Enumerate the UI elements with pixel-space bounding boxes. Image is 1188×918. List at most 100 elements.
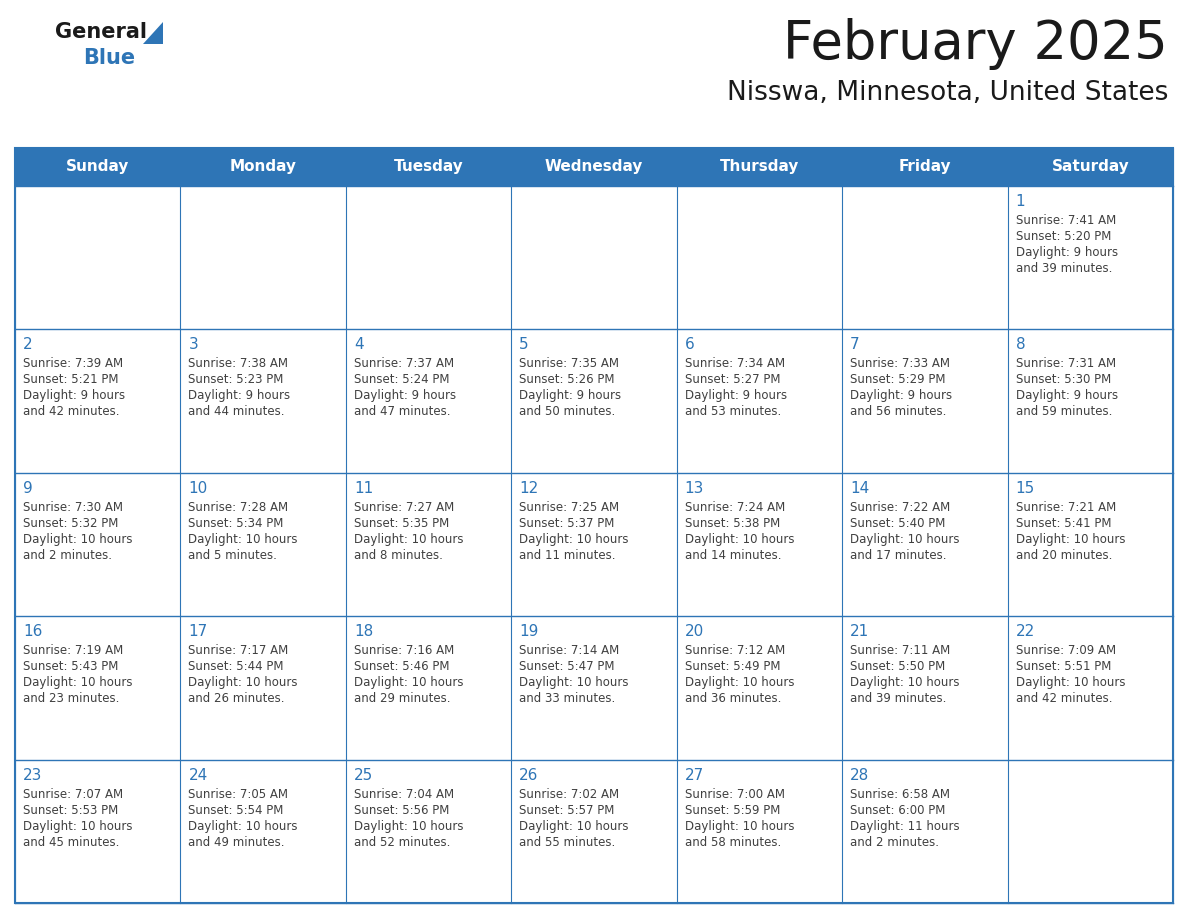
Text: Daylight: 10 hours: Daylight: 10 hours (684, 820, 795, 833)
Text: Sunset: 5:29 PM: Sunset: 5:29 PM (851, 374, 946, 386)
Text: Daylight: 10 hours: Daylight: 10 hours (354, 532, 463, 546)
Text: and 42 minutes.: and 42 minutes. (1016, 692, 1112, 705)
Text: Daylight: 10 hours: Daylight: 10 hours (1016, 532, 1125, 546)
Text: Daylight: 10 hours: Daylight: 10 hours (23, 532, 133, 546)
Text: Sunrise: 7:38 AM: Sunrise: 7:38 AM (189, 357, 289, 370)
Text: Daylight: 10 hours: Daylight: 10 hours (354, 820, 463, 833)
Text: and 8 minutes.: and 8 minutes. (354, 549, 443, 562)
Text: 25: 25 (354, 767, 373, 783)
Text: 19: 19 (519, 624, 538, 639)
Text: Sunset: 5:27 PM: Sunset: 5:27 PM (684, 374, 781, 386)
Text: Sunrise: 7:25 AM: Sunrise: 7:25 AM (519, 501, 619, 514)
Text: Sunset: 5:51 PM: Sunset: 5:51 PM (1016, 660, 1111, 673)
Text: and 44 minutes.: and 44 minutes. (189, 406, 285, 419)
Text: February 2025: February 2025 (783, 18, 1168, 70)
Text: and 17 minutes.: and 17 minutes. (851, 549, 947, 562)
Text: Sunset: 5:44 PM: Sunset: 5:44 PM (189, 660, 284, 673)
Bar (15, 759, 1173, 903)
Text: Sunset: 5:32 PM: Sunset: 5:32 PM (23, 517, 119, 530)
Text: Sunrise: 7:24 AM: Sunrise: 7:24 AM (684, 501, 785, 514)
Text: Sunset: 5:43 PM: Sunset: 5:43 PM (23, 660, 119, 673)
Text: Blue: Blue (83, 48, 135, 68)
Text: 11: 11 (354, 481, 373, 496)
Text: Sunday: Sunday (67, 160, 129, 174)
Text: Daylight: 10 hours: Daylight: 10 hours (519, 820, 628, 833)
Text: and 2 minutes.: and 2 minutes. (23, 549, 112, 562)
Text: Sunrise: 7:04 AM: Sunrise: 7:04 AM (354, 788, 454, 800)
Text: Daylight: 9 hours: Daylight: 9 hours (519, 389, 621, 402)
Text: Sunrise: 7:33 AM: Sunrise: 7:33 AM (851, 357, 950, 370)
Text: Thursday: Thursday (720, 160, 800, 174)
Text: Sunrise: 7:16 AM: Sunrise: 7:16 AM (354, 644, 454, 657)
Text: Sunset: 5:21 PM: Sunset: 5:21 PM (23, 374, 119, 386)
Text: Sunset: 5:26 PM: Sunset: 5:26 PM (519, 374, 614, 386)
Text: Sunrise: 7:28 AM: Sunrise: 7:28 AM (189, 501, 289, 514)
Text: Sunrise: 7:30 AM: Sunrise: 7:30 AM (23, 501, 124, 514)
Text: and 5 minutes.: and 5 minutes. (189, 549, 277, 562)
Text: 22: 22 (1016, 624, 1035, 639)
Text: Sunset: 5:57 PM: Sunset: 5:57 PM (519, 803, 614, 817)
Text: 7: 7 (851, 338, 860, 353)
Text: 8: 8 (1016, 338, 1025, 353)
Text: and 52 minutes.: and 52 minutes. (354, 835, 450, 848)
Text: 28: 28 (851, 767, 870, 783)
Text: and 59 minutes.: and 59 minutes. (1016, 406, 1112, 419)
Text: Sunset: 5:46 PM: Sunset: 5:46 PM (354, 660, 449, 673)
Text: Daylight: 10 hours: Daylight: 10 hours (684, 532, 795, 546)
Text: and 56 minutes.: and 56 minutes. (851, 406, 947, 419)
Text: 5: 5 (519, 338, 529, 353)
Text: Sunrise: 7:31 AM: Sunrise: 7:31 AM (1016, 357, 1116, 370)
Text: Daylight: 10 hours: Daylight: 10 hours (851, 677, 960, 689)
Text: Sunrise: 7:34 AM: Sunrise: 7:34 AM (684, 357, 785, 370)
Text: and 23 minutes.: and 23 minutes. (23, 692, 119, 705)
Text: 14: 14 (851, 481, 870, 496)
Text: Sunrise: 6:58 AM: Sunrise: 6:58 AM (851, 788, 950, 800)
Text: and 53 minutes.: and 53 minutes. (684, 406, 781, 419)
Text: 15: 15 (1016, 481, 1035, 496)
Text: Daylight: 10 hours: Daylight: 10 hours (23, 820, 133, 833)
Text: Sunrise: 7:11 AM: Sunrise: 7:11 AM (851, 644, 950, 657)
Text: and 47 minutes.: and 47 minutes. (354, 406, 450, 419)
Text: Sunset: 5:50 PM: Sunset: 5:50 PM (851, 660, 946, 673)
Text: and 26 minutes.: and 26 minutes. (189, 692, 285, 705)
Text: Sunrise: 7:05 AM: Sunrise: 7:05 AM (189, 788, 289, 800)
Text: and 14 minutes.: and 14 minutes. (684, 549, 782, 562)
Text: Sunset: 5:59 PM: Sunset: 5:59 PM (684, 803, 781, 817)
Text: 6: 6 (684, 338, 695, 353)
Text: 21: 21 (851, 624, 870, 639)
Text: 27: 27 (684, 767, 704, 783)
Text: Sunset: 5:30 PM: Sunset: 5:30 PM (1016, 374, 1111, 386)
Text: 26: 26 (519, 767, 538, 783)
Text: and 11 minutes.: and 11 minutes. (519, 549, 615, 562)
Text: 3: 3 (189, 338, 198, 353)
Bar (15, 473, 1173, 616)
Text: and 50 minutes.: and 50 minutes. (519, 406, 615, 419)
Text: Sunrise: 7:21 AM: Sunrise: 7:21 AM (1016, 501, 1116, 514)
Text: #1a1a1a: #1a1a1a (55, 25, 62, 26)
Text: Daylight: 9 hours: Daylight: 9 hours (23, 389, 125, 402)
Text: Sunset: 5:41 PM: Sunset: 5:41 PM (1016, 517, 1111, 530)
Bar (15, 186, 1173, 330)
Text: and 20 minutes.: and 20 minutes. (1016, 549, 1112, 562)
Text: and 45 minutes.: and 45 minutes. (23, 835, 119, 848)
Text: Daylight: 10 hours: Daylight: 10 hours (851, 532, 960, 546)
Text: and 33 minutes.: and 33 minutes. (519, 692, 615, 705)
Text: Friday: Friday (898, 160, 952, 174)
Text: Sunset: 5:24 PM: Sunset: 5:24 PM (354, 374, 449, 386)
Text: Sunset: 5:38 PM: Sunset: 5:38 PM (684, 517, 781, 530)
Bar (15, 148, 1173, 186)
Text: 4: 4 (354, 338, 364, 353)
Text: Daylight: 10 hours: Daylight: 10 hours (1016, 677, 1125, 689)
Text: Sunset: 5:54 PM: Sunset: 5:54 PM (189, 803, 284, 817)
Text: Sunset: 5:49 PM: Sunset: 5:49 PM (684, 660, 781, 673)
Text: and 42 minutes.: and 42 minutes. (23, 406, 120, 419)
Text: Daylight: 9 hours: Daylight: 9 hours (851, 389, 953, 402)
Text: Sunrise: 7:09 AM: Sunrise: 7:09 AM (1016, 644, 1116, 657)
Text: and 39 minutes.: and 39 minutes. (1016, 262, 1112, 275)
Text: Sunrise: 7:39 AM: Sunrise: 7:39 AM (23, 357, 124, 370)
Text: Daylight: 10 hours: Daylight: 10 hours (189, 820, 298, 833)
Text: Wednesday: Wednesday (545, 160, 643, 174)
Text: Sunrise: 7:14 AM: Sunrise: 7:14 AM (519, 644, 619, 657)
Text: Saturday: Saturday (1051, 160, 1129, 174)
Text: and 36 minutes.: and 36 minutes. (684, 692, 781, 705)
